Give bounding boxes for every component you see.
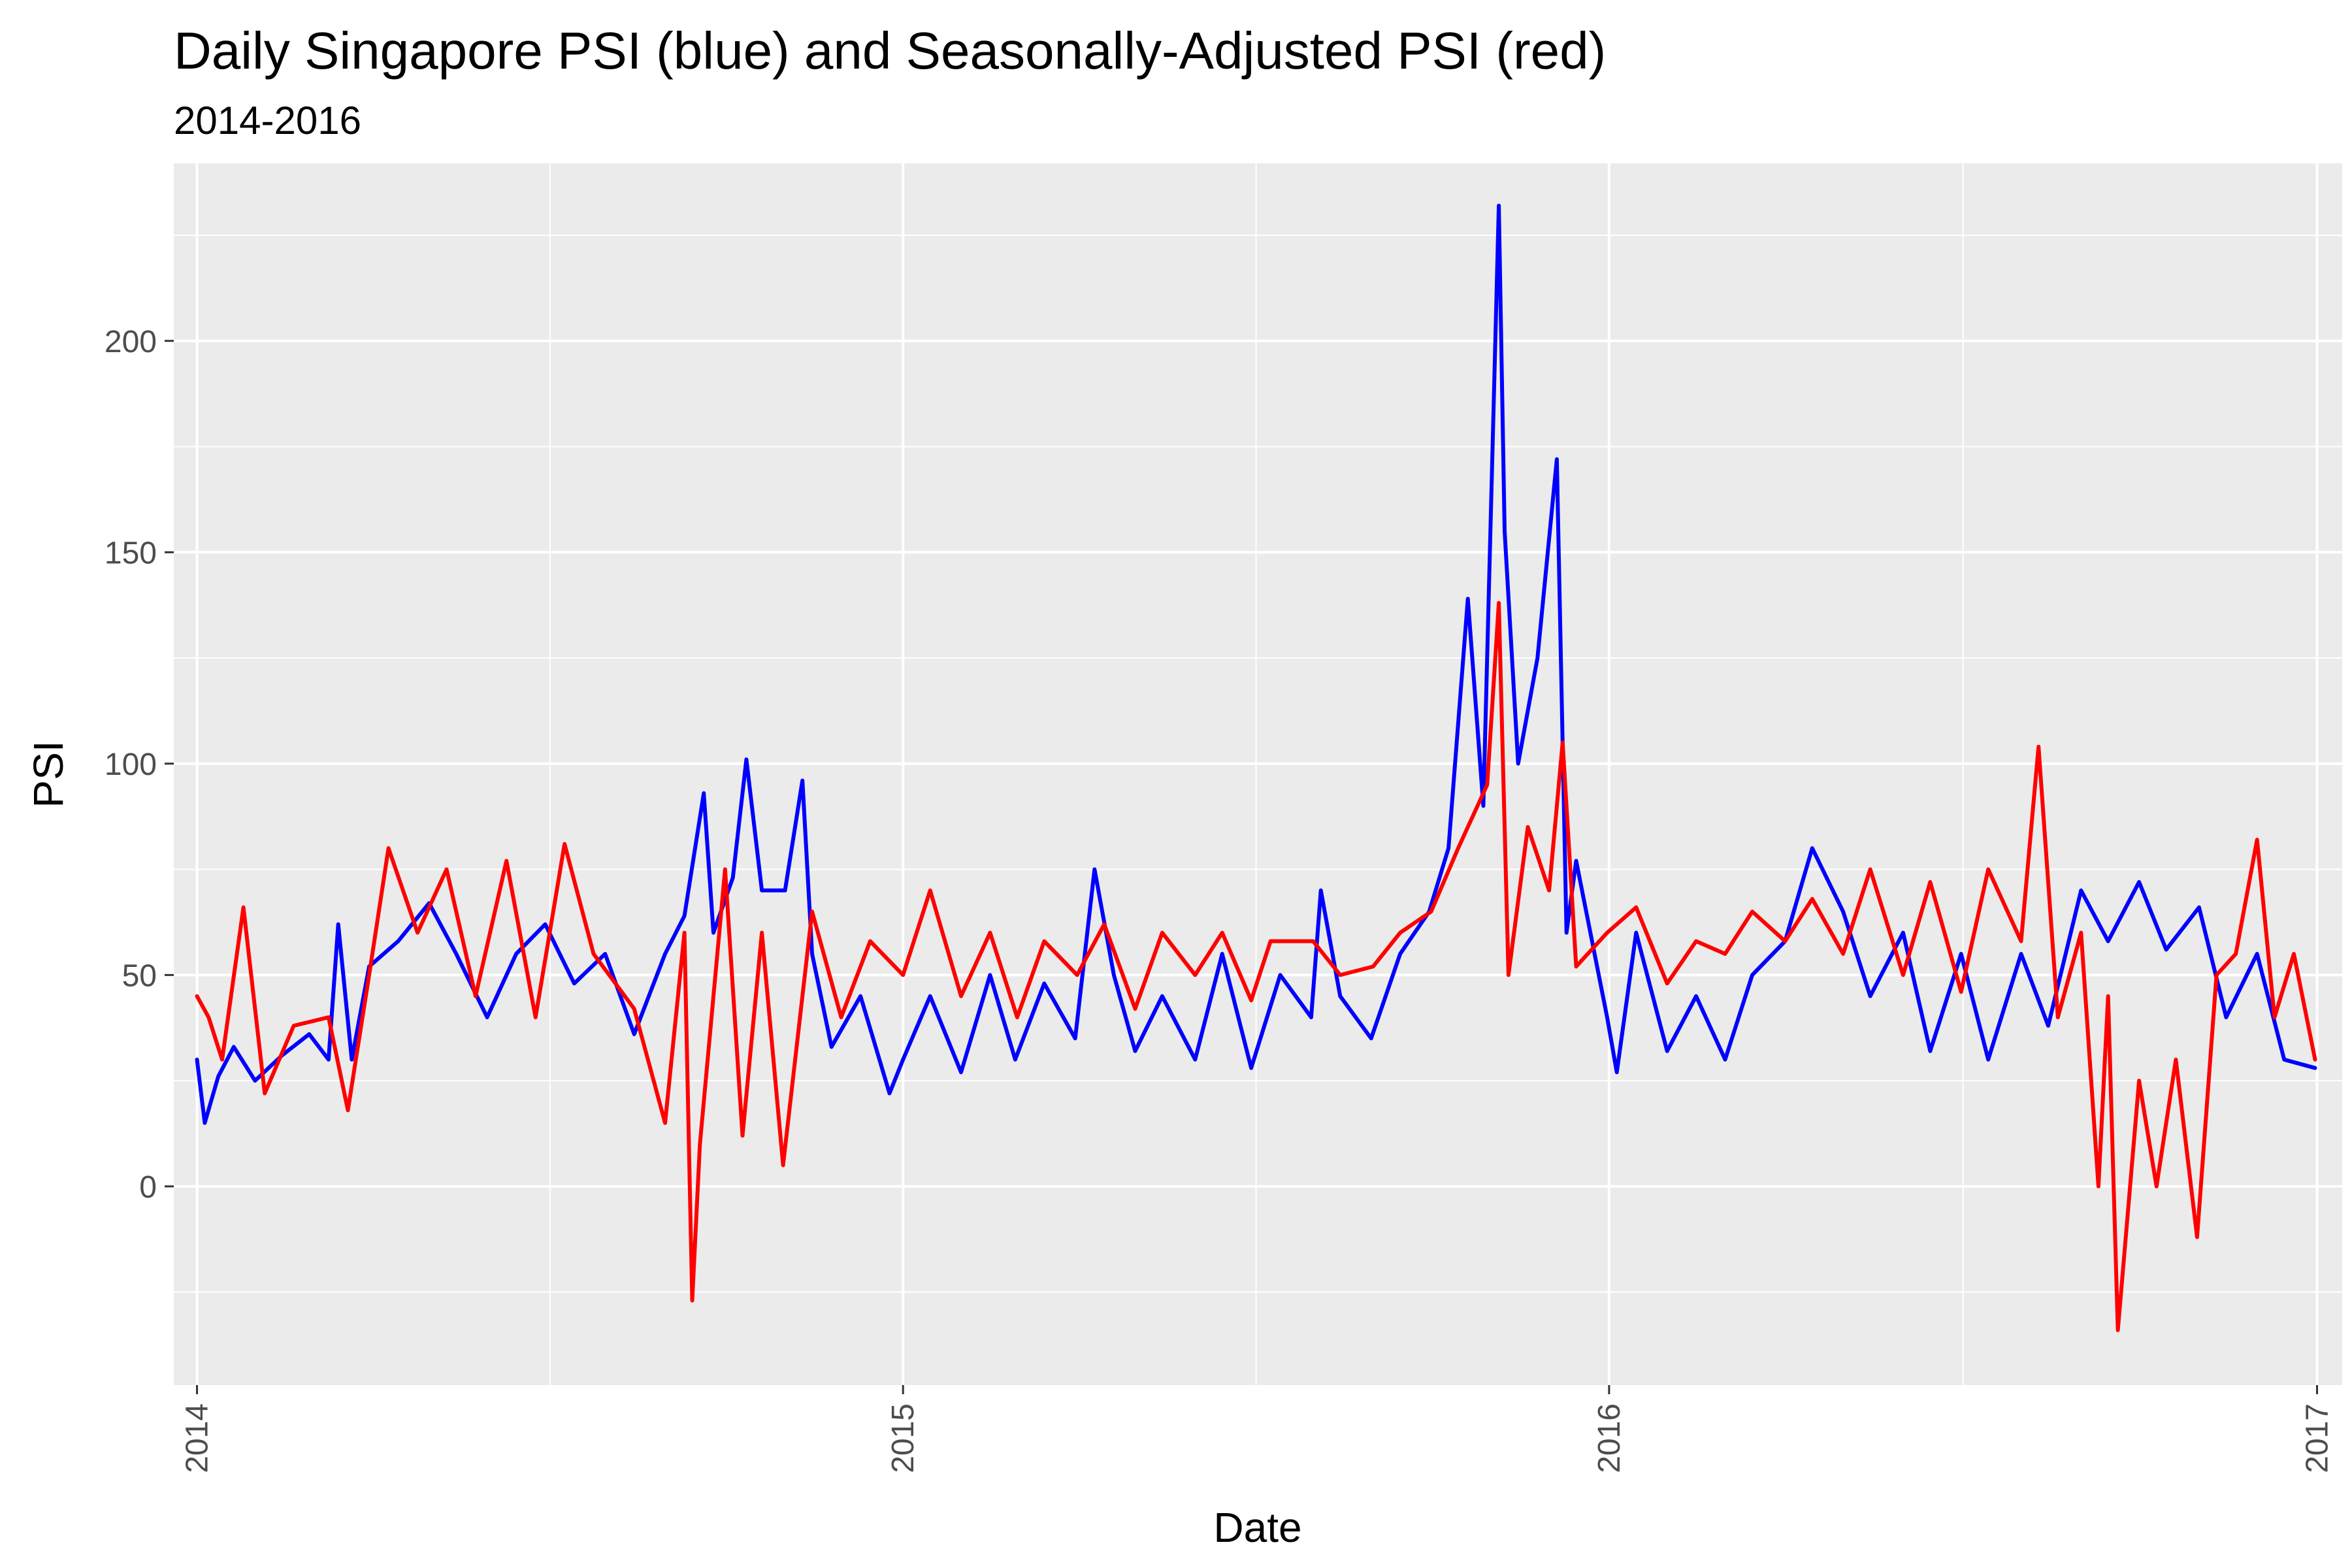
x-tick-label: 2015: [886, 1403, 921, 1473]
y-tick-label: 150: [105, 536, 157, 570]
y-tick-label: 100: [105, 747, 157, 782]
x-axis-title: Date: [1213, 1504, 1301, 1551]
plot-panel: [174, 163, 2342, 1385]
grid-lines: [174, 163, 2342, 1385]
y-tick-label: 50: [122, 958, 157, 993]
chart-subtitle: 2014-2016: [174, 99, 361, 142]
y-axis-title: PSI: [25, 740, 72, 808]
chart-title: Daily Singapore PSI (blue) and Seasonall…: [174, 22, 1606, 80]
psi-series-line: [195, 203, 2317, 1125]
series-lines: [195, 203, 2317, 1332]
x-tick-label: 2016: [1592, 1403, 1627, 1473]
x-tick-label: 2017: [2300, 1403, 2335, 1473]
axes: 0 50 100 150 200 2014 2015 2016 2017: [105, 325, 2335, 1473]
x-tick-label: 2014: [180, 1403, 215, 1473]
y-tick-label: 0: [139, 1170, 157, 1205]
y-tick-label: 200: [105, 325, 157, 359]
seasonally-adjusted-psi-series-line: [195, 600, 2317, 1332]
